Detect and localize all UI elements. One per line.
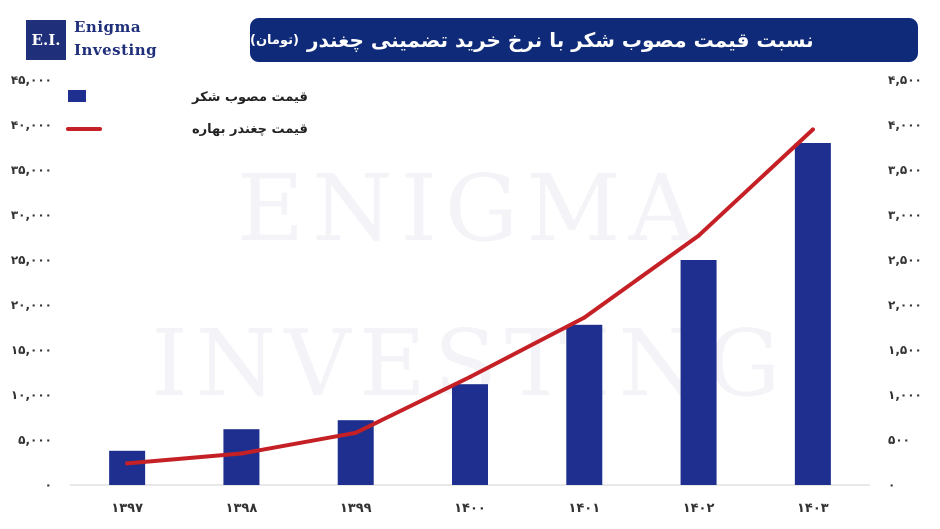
- title-banner: نسبت قیمت مصوب شکر با نرخ خرید تضمینی چغ…: [250, 18, 918, 62]
- y-right-tick-label: ۲,۵۰۰: [888, 253, 922, 267]
- bar: [680, 260, 717, 485]
- y-right-tick-label: ۵۰۰: [888, 433, 910, 447]
- line-point: [810, 127, 815, 132]
- y-left-tick-label: ۰: [45, 478, 52, 492]
- line-point: [696, 233, 701, 238]
- y-right-tick-label: ۳,۵۰۰: [888, 163, 922, 177]
- y-left-tick-label: ۳۰,۰۰۰: [11, 208, 52, 222]
- x-tick-label: ۱۴۰۰: [454, 501, 486, 516]
- line-point: [468, 375, 472, 379]
- x-tick-label: ۱۳۹۷: [111, 501, 143, 516]
- bar: [109, 450, 146, 485]
- chart-title: نسبت قیمت مصوب شکر با نرخ خرید تضمینی چغ…: [306, 28, 814, 52]
- legend-swatch-bar: [68, 90, 86, 102]
- x-tick-label: ۱۳۹۹: [340, 501, 372, 516]
- legend-label-bar: قیمت مصوب شکر: [191, 90, 308, 105]
- x-tick-label: ۱۴۰۱: [568, 501, 600, 516]
- y-left-tick-label: ۱۰,۰۰۰: [11, 388, 52, 402]
- y-right-tick-label: ۰: [888, 478, 895, 492]
- x-tick-label: ۱۴۰۲: [683, 501, 715, 516]
- logo-text-line2: Investing: [74, 41, 158, 59]
- logo-mark: E.I.: [26, 20, 66, 60]
- line-point: [353, 430, 358, 435]
- y-left-tick-label: ۲۰,۰۰۰: [11, 298, 52, 312]
- y-left-tick-label: ۴۵,۰۰۰: [11, 73, 52, 87]
- y-right-tick-label: ۱,۰۰۰: [888, 388, 922, 402]
- y-left-tick-label: ۱۵,۰۰۰: [11, 343, 52, 357]
- x-tick-label: ۱۴۰۳: [797, 501, 829, 516]
- bar: [337, 420, 374, 485]
- bar: [452, 384, 488, 485]
- y-left-tick-label: ۳۵,۰۰۰: [11, 163, 52, 177]
- line-point: [239, 451, 244, 456]
- x-tick-label: ۱۳۹۸: [226, 501, 258, 516]
- y-right-tick-label: ۳,۰۰۰: [888, 208, 922, 222]
- bar: [566, 324, 603, 485]
- line-point: [125, 461, 130, 466]
- y-right-tick-label: ۴,۰۰۰: [888, 118, 922, 132]
- y-right-tick-label: ۴,۵۰۰: [888, 73, 922, 87]
- y-left-tick-label: ۵,۰۰۰: [18, 433, 52, 447]
- y-right-tick-label: ۱,۵۰۰: [888, 343, 922, 357]
- y-right-tick-label: ۲,۰۰۰: [888, 298, 922, 312]
- y-left-tick-label: ۲۵,۰۰۰: [11, 253, 52, 267]
- watermark-line1: ENIGMA: [237, 155, 703, 262]
- y-left-tick-label: ۴۰,۰۰۰: [11, 118, 52, 132]
- chart-title-unit: (تومان): [250, 32, 299, 48]
- bar: [223, 429, 260, 485]
- logo-text-line1: Enigma: [74, 18, 142, 36]
- line-point: [582, 315, 587, 320]
- bar: [794, 143, 831, 485]
- legend-label-line: قیمت چغندر بهاره: [192, 122, 308, 137]
